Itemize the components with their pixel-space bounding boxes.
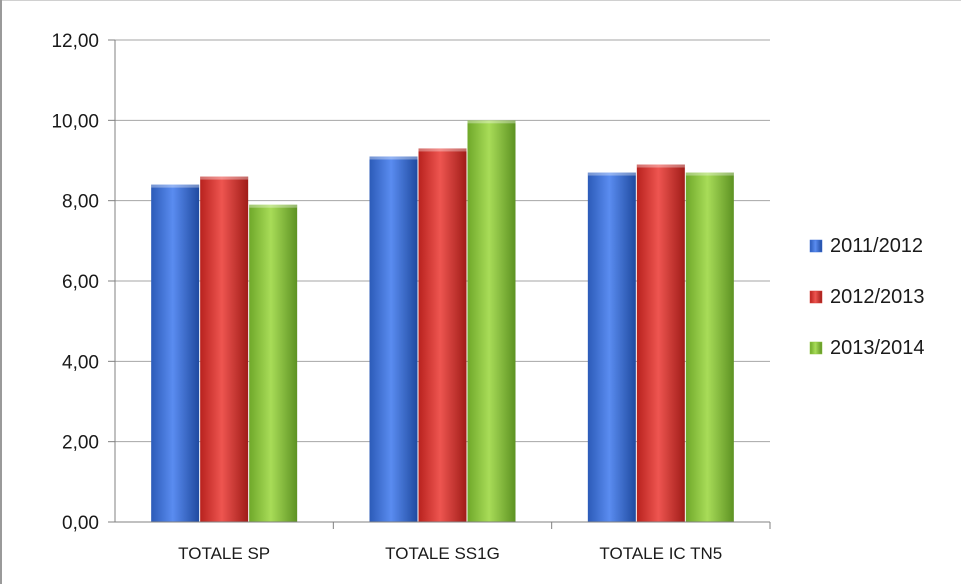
y-tick-label: 6,00 <box>62 272 99 293</box>
x-category-label: TOTALE IC TN5 <box>599 544 722 563</box>
bar-top-highlight <box>685 172 734 176</box>
legend-swatch <box>809 341 823 355</box>
legend-label: 2013/2014 <box>830 337 925 359</box>
x-axis: TOTALE SP TOTALE SS1G TOTALE IC TN5 <box>115 521 771 563</box>
bar-2013-2014-totale-sp <box>249 204 298 522</box>
y-tick-label: 10,00 <box>51 111 99 132</box>
bar-2013-2014-totale-ss1g <box>467 120 516 522</box>
bar-top-highlight <box>636 164 685 168</box>
bar-top-highlight <box>200 176 249 180</box>
bar-top-highlight <box>369 156 418 160</box>
y-axis: 0,00 2,00 4,00 6,00 8,00 10,00 12,00 <box>51 31 116 534</box>
legend-label: 2011/2012 <box>830 235 923 257</box>
chart-frame-left-border <box>0 0 2 584</box>
bar-2013-2014-totale-ic-tn5 <box>685 172 734 523</box>
bar-2011-2012-totale-ic-tn5 <box>587 172 636 523</box>
bar-2011-2012-totale-sp <box>151 184 200 522</box>
legend-label: 2012/2013 <box>830 286 925 308</box>
bar-2012-2013-totale-ss1g <box>418 148 467 522</box>
legend-swatch <box>809 290 823 304</box>
legend-swatch <box>809 239 823 253</box>
legend: 2011/2012 2012/2013 2013/2014 <box>809 235 925 359</box>
bar-2012-2013-totale-sp <box>200 176 249 523</box>
bar-top-highlight <box>587 172 636 176</box>
bar-top-highlight <box>151 184 200 188</box>
y-tick-label: 8,00 <box>62 192 99 213</box>
chart-frame-top-border <box>0 0 961 1</box>
y-tick-label: 0,00 <box>62 513 99 534</box>
bar-top-highlight <box>467 120 516 124</box>
bar-2012-2013-totale-ic-tn5 <box>636 164 685 522</box>
bar-2011-2012-totale-ss1g <box>369 156 418 522</box>
y-tick-label: 2,00 <box>62 433 99 454</box>
y-tick-label: 12,00 <box>51 31 99 52</box>
x-category-label: TOTALE SS1G <box>385 544 500 563</box>
bars <box>151 120 734 523</box>
y-tick-label: 4,00 <box>62 352 99 373</box>
x-category-label: TOTALE SP <box>178 544 270 563</box>
bar-top-highlight <box>418 148 467 152</box>
bar-top-highlight <box>249 204 298 208</box>
